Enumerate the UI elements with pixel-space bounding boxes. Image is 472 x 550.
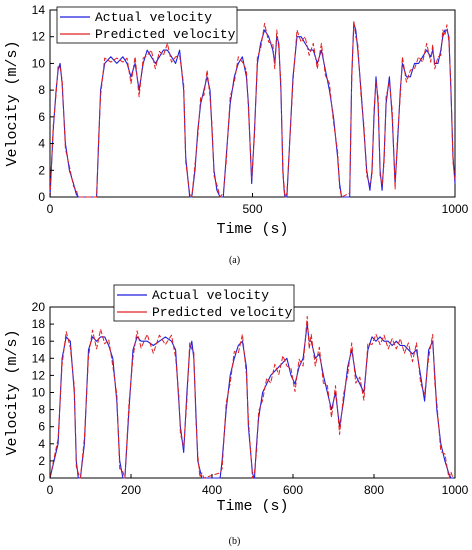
legend: Actual velocity Predicted velocity — [56, 6, 238, 44]
y-tick-label: 0 — [38, 471, 45, 485]
legend-label-predicted: Predicted velocity — [95, 27, 236, 42]
y-tick-label: 4 — [38, 137, 45, 151]
y-axis-label: Velocity (m/s) — [4, 40, 21, 166]
x-tick-label: 1000 — [442, 483, 469, 497]
x-tick-label: 600 — [283, 483, 303, 497]
plot-frame — [49, 306, 456, 479]
legend-box — [113, 284, 295, 322]
x-tick-label: 500 — [242, 202, 262, 216]
y-tick-label: 10 — [32, 56, 46, 70]
y-tick-label: 18 — [32, 317, 46, 331]
legend-box — [56, 6, 238, 44]
y-tick-label: 0 — [38, 190, 45, 204]
y-tick-label: 10 — [32, 386, 46, 400]
x-axis-label: Time (s) — [216, 221, 288, 238]
series-line-predicted — [49, 20, 456, 198]
y-tick-label: 6 — [38, 110, 45, 124]
y-tick-label: 12 — [32, 368, 46, 382]
legend: Actual velocity Predicted velocity — [113, 284, 295, 322]
y-tick-label: 14 — [32, 3, 46, 17]
y-tick-label: 4 — [38, 437, 45, 451]
y-tick-label: 2 — [38, 163, 45, 177]
x-tick-label: 200 — [121, 483, 141, 497]
x-tick-label: 1000 — [442, 202, 469, 216]
x-tick-label: 0 — [47, 483, 54, 497]
y-tick-label: 8 — [38, 83, 45, 97]
chart-panel-a: 0 2 4 6 8 10 12 14 0 500 1000 Time (s) Velocity (m/s… — [4, 3, 469, 266]
legend-label-actual: Actual velocity — [152, 288, 269, 303]
y-tick-label: 2 — [38, 454, 45, 468]
series-line-actual — [49, 323, 453, 479]
y-axis-label: Velocity (m/s) — [4, 329, 21, 455]
x-tick-label: 400 — [202, 483, 222, 497]
x-tick-label: 800 — [364, 483, 384, 497]
y-tick-label: 20 — [32, 300, 46, 314]
x-tick-label: 0 — [47, 202, 54, 216]
series-line-predicted — [49, 315, 454, 479]
legend-label-actual: Actual velocity — [95, 10, 212, 25]
panel-caption: (a) — [229, 255, 240, 266]
y-tick-label: 8 — [38, 403, 45, 417]
x-axis-label: Time (s) — [216, 498, 288, 515]
legend-label-predicted: Predicted velocity — [152, 305, 293, 320]
panel-caption: (b) — [229, 536, 241, 547]
y-tick-label: 14 — [32, 351, 46, 365]
y-tick-label: 12 — [32, 30, 46, 44]
y-tick-label: 16 — [32, 334, 46, 348]
y-tick-label: 6 — [38, 420, 45, 434]
